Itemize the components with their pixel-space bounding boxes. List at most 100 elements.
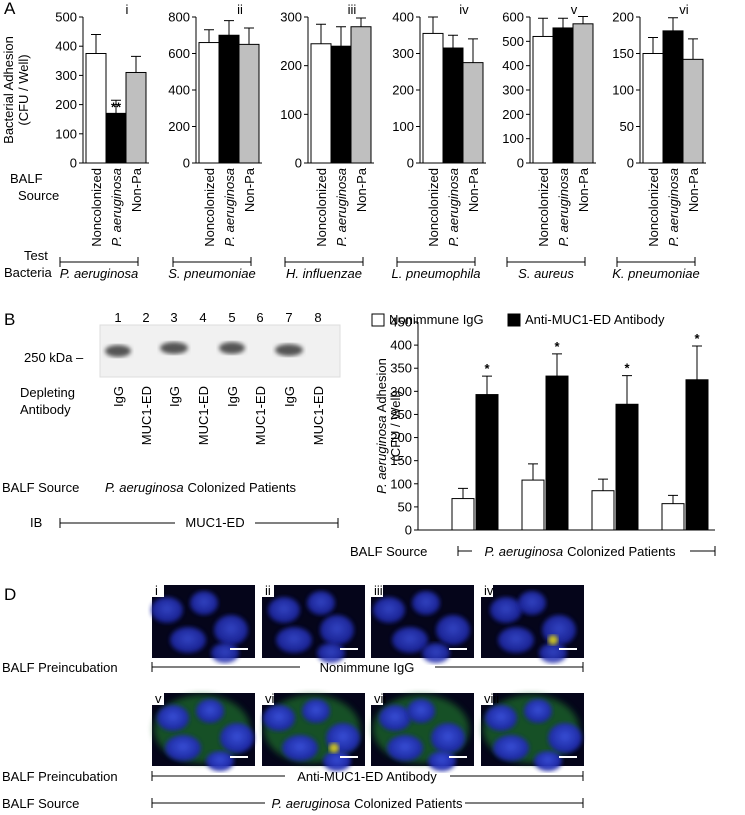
group: Colonized Patients: [354, 796, 463, 811]
ib-label: MUC1-ED: [185, 515, 244, 530]
nucleus: [211, 643, 239, 663]
error-bar: [448, 34, 458, 49]
stain-spot: [329, 743, 339, 753]
y-tick-label: 400: [392, 10, 414, 25]
bracket: [396, 257, 476, 267]
label-box: [481, 585, 493, 597]
micrograph: i: [151, 583, 255, 663]
source-label: P. aeruginosa Colonized Patients: [485, 544, 676, 559]
x-tick-label: Noncolonized: [646, 168, 661, 247]
y-tick-label: 300: [390, 384, 412, 399]
nucleus: [407, 699, 435, 723]
y-tick-label: 400: [390, 338, 412, 353]
error-bar: [558, 17, 568, 28]
lane-number: 5: [228, 310, 235, 325]
panel-number: iv: [484, 583, 494, 598]
bar: [85, 53, 107, 164]
x-axis-label: S. pneumoniae: [168, 266, 255, 281]
y-tick-label: 400: [168, 83, 190, 98]
bar: [422, 32, 444, 164]
nucleus: [490, 597, 522, 623]
bar: [350, 26, 372, 164]
annotation: **: [111, 99, 122, 114]
y-tick-label: 100: [55, 126, 77, 141]
y-tick-label: 300: [55, 68, 77, 83]
species: P. aeruginosa: [485, 544, 564, 559]
label-bg: [61, 266, 145, 280]
y-tick-label: 100: [502, 131, 524, 146]
chart-label: iii: [348, 2, 357, 17]
bar: [105, 112, 127, 164]
y-tick-label: 100: [612, 83, 634, 98]
x-axis-label: S. aureus: [518, 266, 574, 281]
treatment-label: Nonimmune IgG: [320, 660, 415, 675]
antibody-label: MUC1-ED: [196, 386, 211, 445]
error-bar: [578, 16, 588, 24]
legend-label: Anti-MUC1-ED Antibody: [525, 312, 665, 327]
nucleus: [518, 591, 546, 615]
panel-label: B: [4, 310, 15, 329]
x-tick-label: Non-Pa: [129, 167, 144, 212]
bar: [552, 27, 574, 164]
lane-number: 3: [170, 310, 177, 325]
y-tick-label: 0: [70, 156, 77, 171]
label-box: [262, 693, 274, 705]
chart-label: i: [126, 2, 129, 17]
group: Colonized Patients: [567, 544, 676, 559]
nucleus: [206, 751, 234, 771]
error-bar: [598, 478, 608, 491]
chart-label: iv: [459, 2, 469, 17]
antibody-label: MUC1-ED: [311, 386, 326, 445]
error-bar: [244, 27, 254, 45]
x-tick-label: P. aeruginosa: [446, 168, 461, 247]
microscopy-panel: D BALF Preincubation Nonimmune IgG BALF …: [2, 583, 584, 811]
panel-number: iii: [374, 583, 383, 598]
nucleus: [542, 615, 576, 645]
nucleus: [379, 705, 411, 731]
x-tick-label: P. aeruginosa: [109, 168, 124, 247]
y-tick-label: 300: [392, 46, 414, 61]
label-bg: [618, 266, 702, 280]
antibody-label: IgG: [167, 386, 182, 407]
nucleus: [302, 699, 330, 723]
bar: [661, 503, 685, 531]
marker-label: 250 kDa –: [24, 350, 84, 365]
y-tick-label: 200: [612, 10, 634, 25]
blot-band: [160, 342, 188, 354]
bar: [662, 30, 684, 164]
bar: [682, 58, 704, 164]
row-label: Bacteria: [4, 265, 52, 280]
y-tick-label: 150: [612, 46, 634, 61]
bar: [462, 62, 484, 164]
bracket: [59, 257, 139, 267]
legend-swatch: [507, 313, 521, 327]
error-bar: [224, 20, 234, 36]
nucleus: [436, 615, 470, 645]
nucleus: [323, 751, 351, 771]
error-bar: [428, 16, 438, 34]
nucleus: [493, 735, 529, 761]
nucleus: [373, 597, 405, 623]
lane-number: 2: [142, 310, 149, 325]
y-tick-label: 0: [183, 156, 190, 171]
x-tick-label: P. aeruginosa: [334, 168, 349, 247]
nucleus: [387, 735, 423, 761]
bar: [451, 498, 475, 531]
annotation: *: [694, 331, 700, 346]
y-tick-label: 300: [280, 10, 302, 25]
nucleus: [428, 751, 456, 771]
micrograph: viii: [481, 691, 584, 771]
nucleus: [157, 705, 189, 731]
label-box: [152, 585, 164, 597]
micrograph: ii: [262, 583, 365, 663]
y-tick-label: 600: [168, 46, 190, 61]
bar: [532, 35, 554, 164]
bar: [198, 42, 220, 164]
x-tick-label: Noncolonized: [89, 168, 104, 247]
label-bg: [174, 266, 258, 280]
y-axis-label: (CFU / Well): [388, 390, 403, 461]
error-bar: [528, 463, 538, 481]
y-tick-label: 0: [295, 156, 302, 171]
bar: [125, 71, 147, 164]
antibody-label: IgG: [111, 386, 126, 407]
